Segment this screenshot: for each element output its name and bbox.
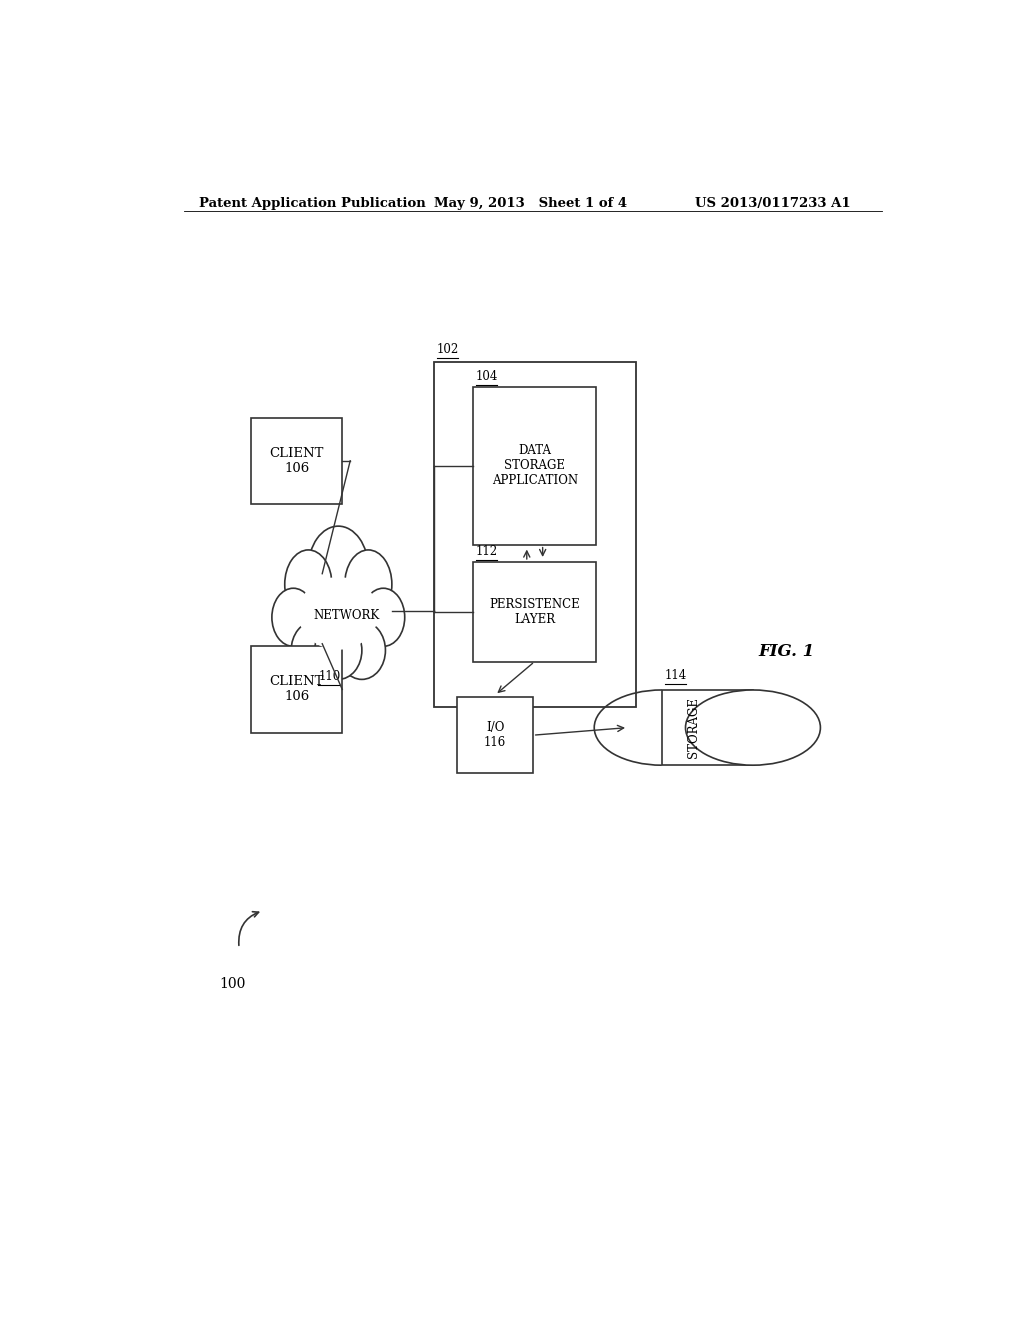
FancyBboxPatch shape <box>433 362 636 708</box>
FancyBboxPatch shape <box>251 417 342 504</box>
Ellipse shape <box>298 577 379 649</box>
Text: Patent Application Publication: Patent Application Publication <box>200 197 426 210</box>
Ellipse shape <box>308 527 369 611</box>
Text: US 2013/0117233 A1: US 2013/0117233 A1 <box>695 197 851 210</box>
Ellipse shape <box>291 622 338 680</box>
Text: May 9, 2013   Sheet 1 of 4: May 9, 2013 Sheet 1 of 4 <box>433 197 627 210</box>
Text: 102: 102 <box>436 343 459 355</box>
FancyBboxPatch shape <box>662 690 753 766</box>
Ellipse shape <box>361 589 404 647</box>
FancyBboxPatch shape <box>473 387 596 545</box>
Ellipse shape <box>338 622 385 680</box>
Text: 100: 100 <box>219 977 246 990</box>
Ellipse shape <box>314 622 361 680</box>
Text: CLIENT
106: CLIENT 106 <box>269 676 324 704</box>
Ellipse shape <box>345 550 392 619</box>
Text: NETWORK: NETWORK <box>313 610 379 622</box>
FancyArrowPatch shape <box>239 912 259 945</box>
FancyBboxPatch shape <box>458 697 532 774</box>
Text: 114: 114 <box>665 669 687 682</box>
Text: FIG. 1: FIG. 1 <box>759 643 815 660</box>
FancyBboxPatch shape <box>473 562 596 661</box>
Text: 110: 110 <box>318 671 341 684</box>
Text: I/O
116: I/O 116 <box>484 721 506 750</box>
Text: DATA
STORAGE
APPLICATION: DATA STORAGE APPLICATION <box>492 445 578 487</box>
Text: PERSISTENCE
LAYER: PERSISTENCE LAYER <box>489 598 580 626</box>
FancyBboxPatch shape <box>251 647 342 733</box>
Text: CLIENT
106: CLIENT 106 <box>269 446 324 475</box>
Ellipse shape <box>290 565 386 657</box>
Text: STORAGE: STORAGE <box>687 697 700 758</box>
Ellipse shape <box>685 690 820 766</box>
Text: 112: 112 <box>475 545 498 558</box>
Ellipse shape <box>272 589 314 647</box>
Ellipse shape <box>285 550 332 619</box>
Text: 104: 104 <box>475 370 498 383</box>
